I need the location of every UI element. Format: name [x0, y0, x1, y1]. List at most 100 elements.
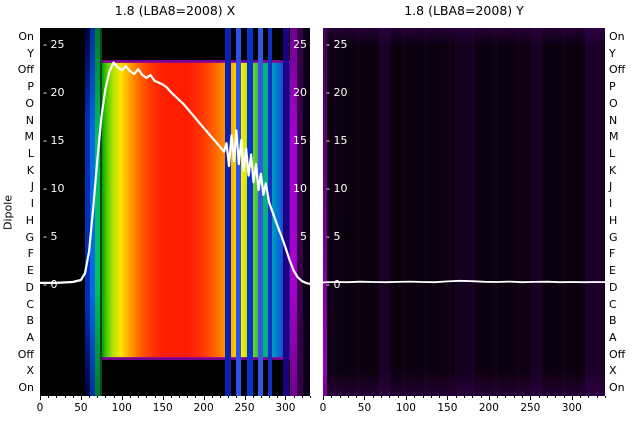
panel-y-title: 1.8 (LBA8=2008) Y [404, 3, 524, 18]
row-label-left: J [30, 180, 34, 194]
heatmap-x-rfi-stripe [247, 28, 253, 396]
heatmap-x-rfi-stripe [268, 28, 272, 396]
x-tick-label: 250 [234, 402, 255, 414]
row-label-left: C [26, 297, 34, 311]
row-label-right: O [609, 96, 618, 110]
x-major-tick [447, 396, 449, 400]
x-minor-tick [513, 396, 515, 398]
x-minor-tick [228, 396, 230, 398]
x-minor-tick [538, 396, 540, 398]
power-tick-label-left: - 5 [326, 229, 341, 243]
row-label-left: K [26, 163, 34, 177]
heatmap-panel-x: - 25 - 20 - 15 - 10 - 5 - 0 25 20 15 10 5 [40, 28, 310, 396]
heatmap-y-stripe [379, 28, 391, 396]
row-label-right: Y [609, 46, 616, 60]
x-minor-tick [588, 396, 590, 398]
power-line-X [40, 61, 310, 285]
x-minor-tick [430, 396, 432, 398]
row-label-right: K [609, 163, 617, 177]
x-minor-tick [89, 396, 91, 398]
x-tick-label: 50 [74, 402, 88, 414]
heatmap-x-rfi-stripe [225, 28, 231, 396]
x-minor-tick [372, 396, 374, 398]
power-tick-label-left: - 0 [326, 277, 341, 291]
heatmap-x-stripe [100, 28, 102, 396]
x-minor-tick [72, 396, 74, 398]
row-label-left: F [27, 247, 34, 261]
x-minor-tick [113, 396, 115, 398]
power-tick-label-right: 10 [293, 182, 307, 195]
x-tick-label: 150 [437, 402, 458, 414]
heatmap-x-stripe [283, 28, 289, 396]
x-minor-tick [154, 396, 156, 398]
x-minor-tick [260, 396, 262, 398]
heatmap-x-stripe [95, 28, 100, 396]
x-minor-tick [105, 396, 107, 398]
heatmap-y-stripe [531, 28, 541, 396]
row-label-left: L [27, 146, 34, 160]
heatmap-y-stripe [585, 28, 605, 396]
row-label-left: X [26, 364, 34, 378]
x-tick-label: 0 [319, 402, 327, 414]
x-minor-tick [187, 396, 189, 398]
row-label-right: E [609, 264, 616, 278]
x-major-tick [162, 396, 164, 400]
x-minor-tick [389, 396, 391, 398]
x-minor-tick [555, 396, 557, 398]
x-tick-label: 100 [395, 402, 416, 414]
x-minor-tick [56, 396, 58, 398]
heatmap-y-stripe [455, 28, 475, 396]
heatmap-x-stripe [85, 28, 90, 396]
x-major-tick [244, 396, 246, 400]
row-label-left: O [25, 96, 34, 110]
x-major-tick [40, 396, 41, 400]
row-label-right: J [609, 180, 613, 194]
row-label-left: B [26, 314, 34, 328]
heatmap-x-stripe [297, 28, 303, 396]
x-minor-tick [480, 396, 482, 398]
row-label-right: On [609, 29, 625, 43]
heatmap-x-band-bottom-edge [102, 357, 290, 360]
x-major-tick [530, 396, 532, 400]
x-tick-label: 100 [111, 402, 132, 414]
row-label-left: H [25, 213, 34, 227]
x-minor-tick [580, 396, 582, 398]
x-minor-tick [146, 396, 148, 398]
row-label-left: N [25, 113, 34, 127]
power-tick-label-right: 15 [293, 134, 307, 148]
row-label-right: B [609, 314, 617, 328]
line-overlay-y [323, 279, 605, 284]
x-minor-tick [277, 396, 279, 398]
power-tick-label-left: - 20 [43, 86, 65, 100]
power-tick-label-left: - 20 [326, 86, 348, 100]
x-minor-tick [497, 396, 499, 398]
power-tick-label-left: - 15 [43, 134, 65, 148]
row-label-left: I [30, 197, 34, 211]
row-label-right: Off [609, 63, 626, 77]
row-label-right: F [609, 247, 616, 261]
row-label-right: I [609, 197, 613, 211]
row-label-right: D [609, 280, 618, 294]
x-minor-tick [596, 396, 598, 398]
heatmap-x-stripe [303, 28, 310, 396]
x-minor-tick [339, 396, 341, 398]
heatmap-y-stripe [323, 28, 327, 396]
x-major-tick [488, 396, 490, 400]
heatmap-y-edge-tint [323, 28, 605, 396]
row-label-left: G [25, 230, 34, 244]
power-tick-label-left: - 15 [326, 134, 348, 148]
x-minor-tick [48, 396, 50, 398]
row-label-left: M [24, 130, 35, 144]
x-minor-tick [252, 396, 254, 398]
x-minor-tick [331, 396, 333, 398]
x-minor-tick [455, 396, 457, 398]
x-tick-label: 250 [520, 402, 541, 414]
x-major-tick [121, 396, 123, 400]
row-label-left: A [26, 330, 34, 344]
x-major-tick [571, 396, 573, 400]
x-minor-tick [179, 396, 181, 398]
power-line-Y [323, 279, 605, 284]
row-label-right: M [609, 130, 619, 144]
row-label-left: On [18, 29, 34, 43]
